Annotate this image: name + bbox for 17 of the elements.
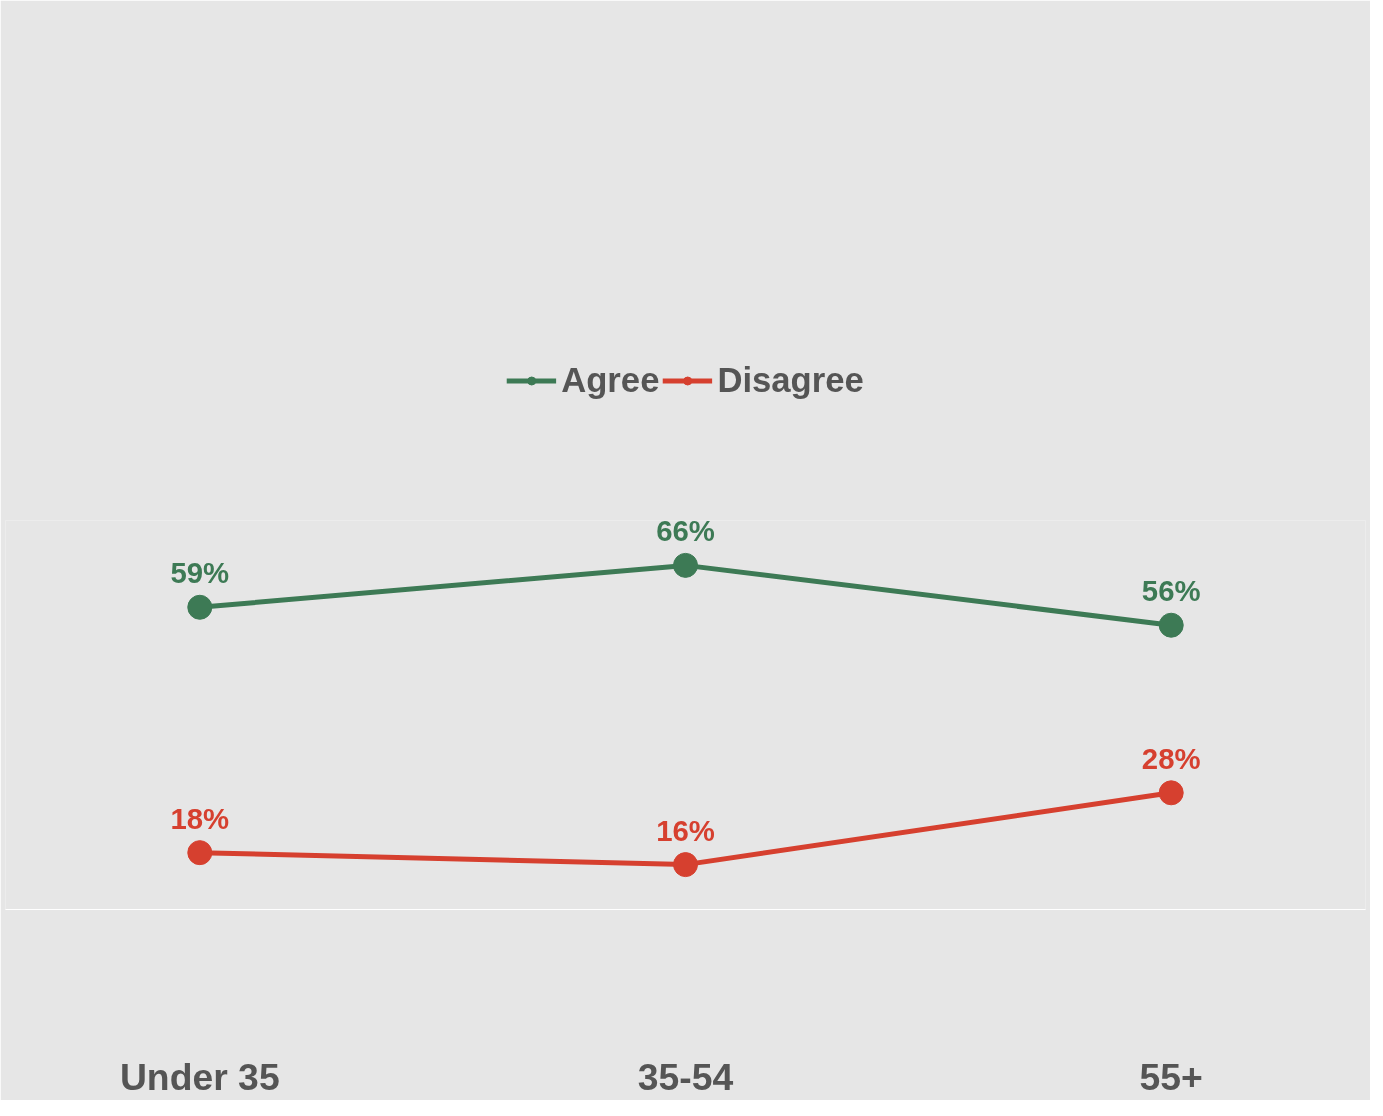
data-label: 18% <box>170 801 230 835</box>
legend-label: Agree <box>561 360 660 400</box>
x-tick-label: 55+ <box>1139 1055 1203 1098</box>
x-tick-label: 35-54 <box>637 1055 734 1098</box>
point <box>673 552 698 578</box>
data-label: 59% <box>170 556 230 590</box>
point <box>673 852 698 878</box>
data-label: 28% <box>1141 741 1201 775</box>
data-label: 16% <box>656 813 715 847</box>
point <box>187 840 213 866</box>
data-label: 66% <box>656 514 715 548</box>
legend-label: Disagree <box>717 360 864 400</box>
point <box>187 594 213 620</box>
point <box>1158 780 1184 806</box>
x-tick-label: Under 35 <box>119 1055 280 1098</box>
data-label: 56% <box>1141 574 1201 608</box>
point <box>1158 612 1184 638</box>
